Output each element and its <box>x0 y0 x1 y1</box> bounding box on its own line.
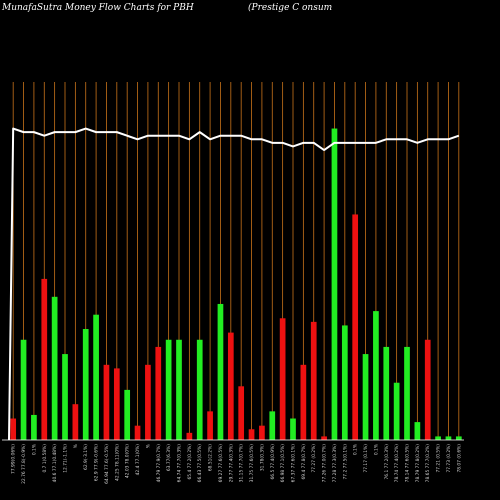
x-tick-label: % <box>145 444 151 448</box>
bar <box>176 339 182 440</box>
bar <box>72 404 79 440</box>
x-tick-label: 31.75 77.6(0.5%) <box>249 444 255 483</box>
bar <box>248 429 255 440</box>
x-tick-label: 67.37 77.6(0.1%) <box>291 444 297 483</box>
x-tick-label: 0.7 1(0.58%) <box>42 444 48 473</box>
x-tick-label: 69.27 77.6(0.5%) <box>218 444 224 483</box>
x-tick-label: 0.1% <box>373 444 379 455</box>
x-tick-label: 78.74 77.4(0.2%) <box>394 444 400 483</box>
x-tick-label: 76.1 77.2(0.3%) <box>384 444 390 480</box>
bar <box>124 389 131 440</box>
bar <box>227 332 234 440</box>
bar <box>145 364 151 440</box>
bar <box>435 436 441 440</box>
x-tick-label: 78.14 77.6(0.5%) <box>405 444 411 483</box>
x-tick-label: 66.98 77.1(0.5%) <box>280 444 286 483</box>
bar <box>362 354 369 440</box>
bar <box>10 418 17 440</box>
bar <box>31 414 37 440</box>
x-tick-label: 66.43 77.5(0.5%) <box>197 444 203 483</box>
bar <box>445 436 452 440</box>
x-tick-label: 29.77 77.4(0.3%) <box>228 444 234 483</box>
x-tick-label: 62.9 77.9(-0.6%) <box>94 444 100 481</box>
bar <box>62 354 68 440</box>
bar <box>414 422 421 440</box>
bar <box>20 339 27 440</box>
bar <box>113 368 120 440</box>
x-tick-label: 0.1% <box>31 444 37 455</box>
bar <box>321 436 327 440</box>
x-tick-label: 42.25 78.11(0%) <box>114 444 120 481</box>
bar <box>165 339 172 440</box>
x-tick-label: 42.4 77.1(0%) <box>135 444 141 476</box>
x-tick-label: 77.27 (0.2%) <box>311 444 317 473</box>
bar <box>93 314 99 440</box>
x-tick-label: 65.4 77.2(0.2%) <box>187 444 193 480</box>
x-tick-label: 69.4 77.8(0.7%) <box>301 444 307 480</box>
x-tick-label: 77.17 (0.1%) <box>363 444 369 473</box>
x-tick-label: 40.6 77.1(0.48%) <box>52 444 58 483</box>
bar <box>279 318 286 440</box>
x-tick-label: 78.79 77.8(0.2%) <box>415 444 421 483</box>
bar <box>290 418 296 440</box>
bar <box>300 364 307 440</box>
x-tick-label: % <box>73 444 79 448</box>
bar <box>134 425 141 440</box>
bar <box>383 346 390 440</box>
x-tick-label: 0.1% <box>353 444 359 455</box>
bar <box>103 364 110 440</box>
x-tick-label: 31.78(0.3%) <box>259 444 265 471</box>
x-tick-label: 12.71(-1.1%) <box>63 444 69 473</box>
x-tick-label: 77.2 77.5(0.1%) <box>342 444 348 480</box>
x-tick-label: 66.5 77.4(0.9%) <box>270 444 276 480</box>
x-tick-label: 78.07 (0.6%) <box>456 444 462 473</box>
bar <box>207 411 213 440</box>
bar <box>341 325 348 440</box>
x-tick-label: 64.94 77.6(-0.5%) <box>104 444 110 484</box>
bar <box>186 432 193 440</box>
bar <box>217 303 224 440</box>
bar <box>196 339 203 440</box>
bar <box>455 436 462 440</box>
x-tick-label: 77.21 (0.5%) <box>436 444 442 473</box>
bar <box>404 346 410 440</box>
x-tick-label: 77.99(0.06%) <box>11 444 17 474</box>
bar <box>331 128 338 441</box>
bar <box>269 411 276 440</box>
bar <box>82 329 89 440</box>
x-tick-label: 77.26 77.0(0.7%) <box>322 444 328 483</box>
bar <box>41 278 48 440</box>
x-tick-label: 77.28 77.3(0.3%) <box>332 444 338 483</box>
x-tick-label: 63.77(6.3%) <box>166 444 172 471</box>
x-tick-label: 46.79 77.9(0.7%) <box>156 444 162 483</box>
x-tick-label: 64.74 77.7(0.3%) <box>177 444 183 483</box>
bar <box>373 311 379 440</box>
bar <box>238 386 245 440</box>
x-tick-label: 78.65 77.7(0.2%) <box>425 444 431 483</box>
x-tick-label: 68.51(2.2%) <box>208 444 214 471</box>
x-tick-label: 31.15 77.7(0.7%) <box>239 444 245 483</box>
x-tick-label: 62.9(-3.1%) <box>83 444 89 470</box>
chart-subtitle: (Prestige C onsum <box>248 3 333 13</box>
bar <box>51 296 58 440</box>
bar <box>352 214 359 440</box>
bar <box>310 321 317 440</box>
price-line <box>8 127 460 441</box>
bar <box>424 339 431 440</box>
bar <box>155 346 162 440</box>
x-tick-label: 42.03 78.0(0%) <box>125 444 131 478</box>
x-tick-label: 22.76 77.8(-0.9%) <box>21 444 27 484</box>
bar <box>259 425 265 440</box>
bar <box>393 382 400 440</box>
chart-title: MunafaSutra Money Flow Charts for PBH <box>2 3 194 13</box>
x-tick-label: 77.73 (0.2%) <box>446 444 452 473</box>
